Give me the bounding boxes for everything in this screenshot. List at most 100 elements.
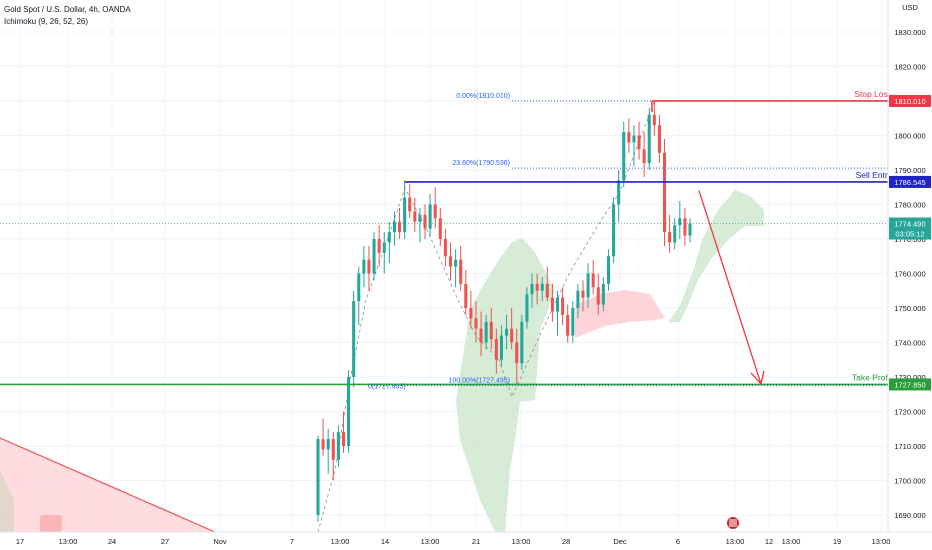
- stop-loss-price-label: 1810.010: [894, 97, 925, 106]
- price-tick: 1700.000: [894, 477, 925, 486]
- candle-body: [367, 259, 371, 274]
- grid: [0, 0, 888, 532]
- time-axis[interactable]: 17 13:00 24 27 Nov 7 13:00 14 13:00 21 13:00 28 Dec 6…: [0, 531, 932, 550]
- projection-arrow: [698, 190, 762, 385]
- candle-body: [321, 439, 325, 450]
- price-axis[interactable]: USD1830.0001820.0001810.0001800.0001790.…: [887, 0, 932, 532]
- current-price-label: 1774.490: [894, 220, 925, 229]
- candle-body: [357, 273, 361, 302]
- candle-body: [627, 132, 631, 143]
- time-tick: 13:00: [421, 537, 440, 546]
- candle-body: [362, 259, 366, 274]
- candle-body: [540, 283, 544, 291]
- candle-body: [433, 204, 437, 219]
- candle-body: [341, 432, 346, 446]
- candle-body: [612, 204, 616, 257]
- candle-body: [474, 318, 478, 329]
- candle-body: [586, 273, 590, 298]
- candle-body: [520, 321, 524, 364]
- price-tick: 1790.000: [894, 166, 925, 175]
- time-tick: 28: [562, 537, 570, 546]
- candle-body: [596, 287, 600, 305]
- candle-body: [601, 283, 605, 305]
- candle-body: [494, 339, 498, 360]
- cloud-edge-left: [0, 437, 216, 533]
- candle-body: [632, 135, 636, 143]
- candle-body: [525, 294, 529, 322]
- stop-loss-price-box: [889, 94, 931, 107]
- candle-body: [382, 242, 386, 253]
- time-tick: 14: [381, 537, 389, 546]
- fib-path: [317, 101, 655, 533]
- time-tick: 13:00: [59, 537, 78, 546]
- take-profit-label: Take Profit: [852, 372, 893, 382]
- candle-body: [428, 204, 432, 229]
- cloud-gray-left: [0, 470, 14, 532]
- fib-label: 23.60%(1790.536): [452, 160, 510, 167]
- cloud-bull-forward: [668, 190, 764, 322]
- time-tick: 27: [161, 537, 169, 546]
- price-tick: 1720.000: [894, 408, 925, 417]
- candle-body: [387, 232, 391, 243]
- fib-zero-label: 0(1727.495): [368, 384, 406, 391]
- candle-body: [454, 259, 458, 267]
- price-tick: 1710.000: [894, 442, 925, 451]
- candle-body: [571, 308, 575, 336]
- cloud-bear-blob: [40, 515, 62, 532]
- candle-body: [377, 239, 381, 253]
- time-tick: 13:00: [512, 537, 531, 546]
- sell-entry-label: Sell Entry: [856, 170, 893, 180]
- guide-lines: 0.00%(1810.010) 23.60%(1790.536) 100.00%(1…: [0, 93, 888, 533]
- time-tick: 7: [290, 537, 294, 546]
- candle-body: [316, 439, 320, 515]
- sell-entry-price-label: 1786.545: [894, 178, 925, 187]
- candle-body: [479, 328, 483, 343]
- candle-body: [576, 290, 580, 308]
- fib-label: 100.00%(1727.495): [449, 378, 511, 385]
- candle-body: [443, 239, 447, 257]
- candle-body: [683, 218, 687, 236]
- time-tick: 21: [472, 537, 480, 546]
- fib-label: 0.00%(1810.010): [456, 93, 510, 100]
- candle-body: [617, 180, 621, 205]
- price-tick: 1800.000: [894, 132, 925, 141]
- annotations: Stop Loss Sell Entry Take Profit: [0, 89, 893, 529]
- time-tick: 6: [676, 537, 680, 546]
- candle-body: [652, 114, 656, 126]
- candle-body: [622, 132, 626, 181]
- candles: [316, 101, 692, 522]
- candle-body: [561, 297, 565, 315]
- candle-body: [591, 273, 595, 288]
- candle-body: [545, 283, 549, 298]
- currency-label: USD: [902, 3, 918, 12]
- time-axis-bg: [0, 532, 932, 550]
- price-tick: 1820.000: [894, 63, 925, 72]
- price-tick: 1740.000: [894, 339, 925, 348]
- candle-body: [464, 283, 468, 308]
- flag-stripe: [729, 519, 737, 527]
- time-tick: 19: [833, 537, 841, 546]
- candle-body: [510, 328, 514, 343]
- time-tick: 24: [108, 537, 116, 546]
- time-tick: 12: [765, 537, 773, 546]
- candle-body: [505, 328, 509, 336]
- candle-body: [413, 211, 417, 222]
- candle-body: [581, 290, 585, 298]
- candle-body: [392, 221, 396, 233]
- candle-body: [647, 114, 651, 164]
- candle-body: [347, 377, 351, 446]
- indicator-label[interactable]: Ichimoku (9, 26, 52, 26): [4, 17, 89, 26]
- candle-body: [418, 214, 422, 222]
- candle-body: [489, 321, 493, 340]
- candle-body: [566, 314, 570, 336]
- candle-body: [438, 218, 442, 239]
- time-tick: Nov: [213, 537, 227, 546]
- price-tick: 1780.000: [894, 201, 925, 210]
- price-tick: 1690.000: [894, 511, 925, 520]
- candle-body: [469, 308, 473, 319]
- time-tick: Dec: [613, 537, 627, 546]
- time-tick: 13:00: [872, 537, 891, 546]
- candle-body: [448, 256, 453, 267]
- time-tick: 13:00: [726, 537, 745, 546]
